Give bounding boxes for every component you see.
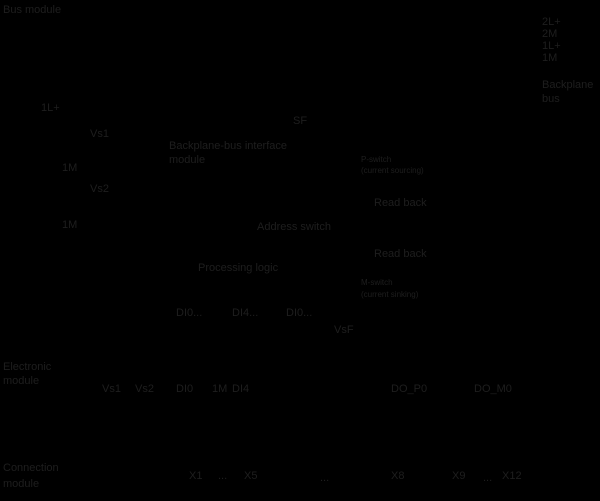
terminal-do-m0: DO_M0 (474, 383, 512, 395)
connector-ellipsis-3: ... (483, 472, 493, 484)
bus-line-2m: 2M (542, 28, 558, 40)
backplane-bus-label-2: bus (542, 93, 560, 105)
bus-module-label: Bus module (3, 4, 62, 16)
terminal-1m: 1M (212, 383, 228, 395)
connection-module-label-2: module (3, 478, 40, 490)
supply-vs2: Vs2 (90, 183, 109, 195)
terminal-do-p0: DO_P0 (391, 383, 428, 395)
m-switch-label-1: M-switch (361, 278, 393, 287)
processing-logic-label: Processing logic (198, 262, 279, 274)
connector-x5: X5 (244, 470, 258, 482)
terminal-di4: DI4 (232, 383, 250, 395)
p-switch-label-1: P-switch (361, 155, 392, 164)
supply-1m-a: 1M (62, 162, 78, 174)
bus-line-2lplus: 2L+ (542, 16, 561, 28)
bus-line-1m: 1M (542, 52, 558, 64)
supply-1m-b: 1M (62, 219, 78, 231)
p-switch-label-2: (current sourcing) (361, 166, 424, 175)
address-switch-label: Address switch (257, 221, 331, 233)
connector-x12: X12 (502, 470, 522, 482)
connector-x1: X1 (189, 470, 203, 482)
di-group-0b: DI0... (286, 307, 313, 319)
interface-label-1: Backplane-bus interface (169, 140, 288, 152)
connection-module-label-1: Connection (3, 462, 59, 474)
backplane-bus-label-1: Backplane (542, 79, 594, 91)
interface-label-2: module (169, 154, 206, 166)
terminal-vs1: Vs1 (102, 383, 121, 395)
read-back-label-1: Read back (374, 197, 427, 209)
electronic-module-label-1: Electronic (3, 361, 52, 373)
connector-ellipsis-1: ... (218, 470, 228, 482)
electronic-module-label-2: module (3, 375, 40, 387)
connector-ellipsis-2: ... (320, 472, 330, 484)
connector-x8: X8 (391, 470, 405, 482)
terminal-di0: DI0 (176, 383, 194, 395)
bus-line-1lplus: 1L+ (542, 40, 561, 52)
di-group-4: DI4... (232, 307, 259, 319)
connector-x9: X9 (452, 470, 466, 482)
read-back-label-2: Read back (374, 248, 427, 260)
terminal-vs2: Vs2 (135, 383, 154, 395)
m-switch-label-2: (current sinking) (361, 290, 419, 299)
supply-1lplus: 1L+ (41, 102, 60, 114)
vsf-label: VsF (334, 324, 354, 336)
di-group-0: DI0... (176, 307, 203, 319)
supply-vs1: Vs1 (90, 128, 109, 140)
sf-label: SF (293, 115, 308, 127)
